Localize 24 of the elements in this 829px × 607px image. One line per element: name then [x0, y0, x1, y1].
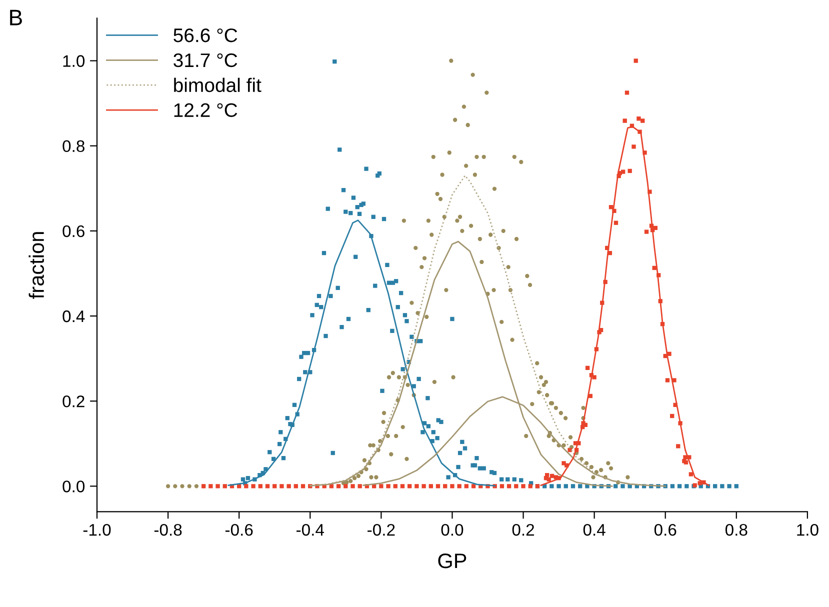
legend-label: bimodal fit: [174, 78, 262, 92]
legend-label: 12.2 °C: [174, 103, 238, 118]
x-tick-label: 0.0: [441, 524, 464, 536]
x-tick-label: -0.2: [368, 524, 395, 536]
x-tick-label: 0.4: [583, 524, 606, 536]
y-tick-label: 1.0: [63, 55, 85, 67]
y-tick-label: 0.4: [62, 310, 85, 322]
x-tick-label: 1.0: [797, 524, 818, 536]
x-axis-title: GP: [438, 553, 466, 568]
legend-label: 56.6 °C: [174, 28, 238, 42]
y-axis-title: fraction: [28, 232, 44, 299]
x-tick-label: -0.8: [154, 524, 182, 536]
text: B: [10, 10, 22, 26]
x-tick-label: -0.6: [225, 524, 253, 536]
legend-label: 31.7 °C: [174, 53, 238, 68]
x-tick-label: 0.2: [512, 524, 534, 536]
y-tick-label: 0.0: [62, 480, 85, 492]
y-tick-label: 0.6: [62, 225, 84, 238]
x-tick-label: -0.4: [296, 524, 324, 536]
y-tick-label: 0.8: [62, 140, 84, 152]
x-tick-label: 0.8: [725, 524, 748, 536]
x-tick-label: 0.6: [654, 524, 676, 536]
y-tick-label: 0.2: [62, 395, 84, 408]
x-tick-label: -1.0: [83, 524, 111, 536]
